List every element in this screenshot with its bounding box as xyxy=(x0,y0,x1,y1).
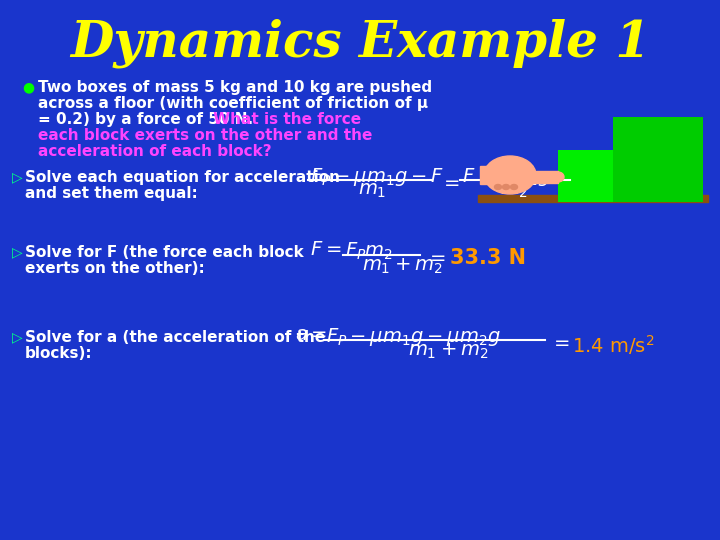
Text: across a floor (with coefficient of friction of μ: across a floor (with coefficient of fric… xyxy=(38,96,428,111)
Text: Solve for a (the acceleration of the: Solve for a (the acceleration of the xyxy=(25,330,325,345)
Text: $F - \mu m_2 g$: $F - \mu m_2 g$ xyxy=(462,166,552,188)
Text: ●: ● xyxy=(22,80,34,94)
Text: blocks):: blocks): xyxy=(25,346,93,361)
Text: = 0.2) by a force of 50 N.: = 0.2) by a force of 50 N. xyxy=(38,112,253,127)
Ellipse shape xyxy=(552,172,564,182)
Text: $m_1$: $m_1$ xyxy=(358,182,387,200)
Text: ▷: ▷ xyxy=(12,170,22,184)
Text: Solve for F (the force each block: Solve for F (the force each block xyxy=(25,245,304,260)
Text: $F = $: $F = $ xyxy=(310,241,341,259)
Bar xyxy=(613,117,703,202)
Text: $m_1 + m_2$: $m_1 + m_2$ xyxy=(362,257,442,276)
Ellipse shape xyxy=(503,185,510,190)
Text: $=$: $=$ xyxy=(550,333,570,351)
Bar xyxy=(528,171,558,183)
Text: What is the force: What is the force xyxy=(208,112,361,127)
Text: $=$: $=$ xyxy=(426,248,446,266)
Text: $m_1 + m_2$: $m_1 + m_2$ xyxy=(408,342,488,361)
Text: ▷: ▷ xyxy=(12,330,22,344)
Ellipse shape xyxy=(484,156,536,194)
Bar xyxy=(478,195,708,202)
Text: $F_P - \mu m_1 g - \mu m_2 g$: $F_P - \mu m_1 g - \mu m_2 g$ xyxy=(326,326,501,348)
Text: ▷: ▷ xyxy=(12,245,22,259)
Text: 33.3 N: 33.3 N xyxy=(450,248,526,268)
Text: each block exerts on the other and the: each block exerts on the other and the xyxy=(38,128,372,143)
Text: $1.4\ \mathsf{m/s^2}$: $1.4\ \mathsf{m/s^2}$ xyxy=(572,333,654,357)
Bar xyxy=(480,166,512,184)
Ellipse shape xyxy=(510,185,518,190)
Text: $F_P m_2$: $F_P m_2$ xyxy=(345,241,393,262)
Text: Two boxes of mass 5 kg and 10 kg are pushed: Two boxes of mass 5 kg and 10 kg are pus… xyxy=(38,80,432,95)
Text: $F_P - \mu m_1 g - F$: $F_P - \mu m_1 g - F$ xyxy=(310,166,444,188)
Text: $m_2$: $m_2$ xyxy=(500,182,528,200)
Bar xyxy=(558,150,613,202)
Text: acceleration of each block?: acceleration of each block? xyxy=(38,144,271,159)
Text: Dynamics Example 1: Dynamics Example 1 xyxy=(70,18,650,68)
Text: Solve each equation for acceleration: Solve each equation for acceleration xyxy=(25,170,340,185)
Ellipse shape xyxy=(495,185,502,190)
Text: $=$: $=$ xyxy=(440,173,460,191)
Text: and set them equal:: and set them equal: xyxy=(25,186,198,201)
Text: exerts on the other):: exerts on the other): xyxy=(25,261,204,276)
Text: $a = $: $a = $ xyxy=(295,326,327,344)
